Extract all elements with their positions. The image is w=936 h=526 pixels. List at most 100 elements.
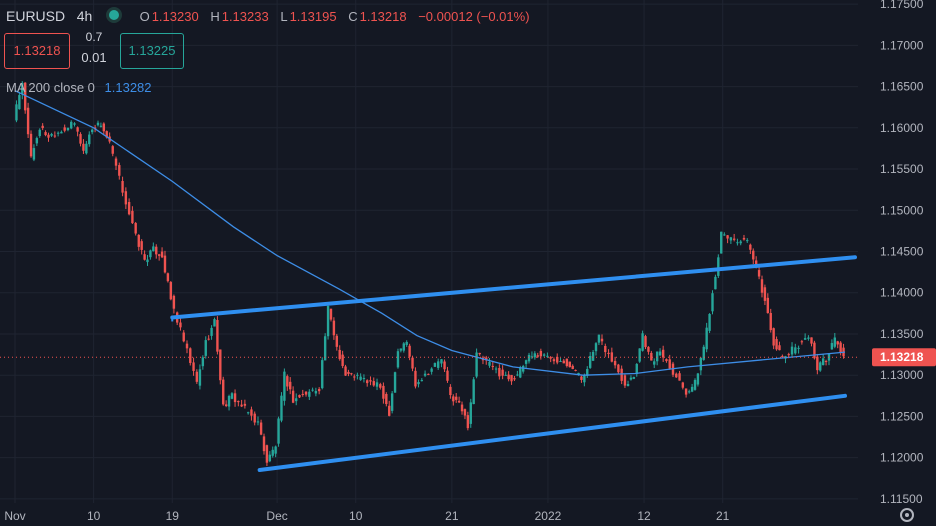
candle-body <box>519 367 522 378</box>
change-value: −0.00012 (−0.01%) <box>418 9 530 24</box>
candle-body <box>44 132 47 136</box>
sell-button[interactable]: 1.13218 <box>4 33 70 69</box>
settings-gear-icon[interactable] <box>900 508 914 522</box>
buy-button[interactable]: 1.13225 <box>120 33 184 69</box>
time-axis-background <box>0 503 936 526</box>
candle-body <box>769 312 772 331</box>
price-tick-label: 1.14000 <box>880 286 924 300</box>
candle-body <box>739 241 742 244</box>
candle-body <box>626 383 630 387</box>
candle-body <box>243 403 247 406</box>
candle-body <box>335 335 339 347</box>
candle-body <box>414 370 417 387</box>
candle-body <box>494 368 498 370</box>
time-tick-label: 10 <box>349 509 363 523</box>
time-tick-label: 2022 <box>535 509 562 523</box>
candle-body <box>742 237 746 240</box>
high-value: 1.13233 <box>221 9 269 24</box>
legend: EURUSD 4h O 1.13230 H 1.13233 L 1.13195 C 1.… <box>6 7 532 24</box>
candle-body <box>597 334 601 343</box>
candle-body <box>623 375 627 386</box>
candle-body <box>222 379 225 405</box>
candle-body <box>268 454 272 462</box>
interval[interactable]: 4h <box>76 8 93 24</box>
candle-body <box>111 146 114 154</box>
candle-body <box>693 379 697 390</box>
symbol-name[interactable]: EURUSD <box>6 8 66 24</box>
candle-body <box>714 276 717 290</box>
candle-body <box>143 254 146 260</box>
price-tick-label: 1.12500 <box>880 409 924 423</box>
ma-200-line <box>14 90 846 376</box>
indicator-label: MA 200 close 0 <box>6 80 95 95</box>
channel-trendline-lower <box>257 393 847 473</box>
candle-body <box>781 355 784 358</box>
candle-body <box>610 352 614 362</box>
last-price-tag-text: 1.13218 <box>880 350 924 364</box>
candle-body <box>800 341 804 343</box>
candle-body <box>491 365 494 367</box>
candle-body <box>353 376 356 378</box>
candle-body <box>824 361 828 363</box>
candle-body <box>510 374 513 382</box>
candle-body <box>121 180 124 193</box>
candle-body <box>195 371 199 382</box>
candle-body <box>304 391 308 395</box>
candle-body <box>613 360 617 366</box>
candle-body <box>63 127 66 131</box>
candle-body <box>807 337 810 339</box>
time-tick-label: 19 <box>166 509 180 523</box>
candle-body <box>102 123 106 132</box>
candle-body <box>457 400 461 403</box>
indicator-legend[interactable]: MA 200 close 0 1.13282 <box>6 80 152 95</box>
candle-body <box>562 360 565 364</box>
candle-body <box>227 395 231 407</box>
candle-body <box>655 351 659 362</box>
price-tick-label: 1.15000 <box>880 203 924 217</box>
candle-body <box>723 234 726 236</box>
candle-body <box>280 395 283 421</box>
candle-body <box>760 279 764 293</box>
candle-body <box>393 372 397 393</box>
candle-body <box>76 127 79 132</box>
candle-body <box>617 364 620 373</box>
candle-body <box>577 372 580 375</box>
candle-body <box>433 363 437 367</box>
candle-body <box>546 355 549 357</box>
candle-body <box>524 360 528 364</box>
price-tick-label: 1.15500 <box>880 162 924 176</box>
candle-body <box>326 305 330 337</box>
close-label: C <box>348 9 358 24</box>
candle-body <box>604 345 607 353</box>
candle-body <box>790 346 794 355</box>
candle-body <box>149 250 152 258</box>
candle-body <box>402 343 405 351</box>
candle-body <box>155 246 158 255</box>
candle-body <box>552 359 556 362</box>
candle-body <box>684 388 688 395</box>
candle-body <box>265 445 269 463</box>
candle-body <box>15 104 18 121</box>
candle-body <box>772 328 775 346</box>
last-price-tag <box>872 348 936 367</box>
candle-body <box>172 295 176 309</box>
candle-body <box>224 404 228 407</box>
candle-body <box>833 337 837 347</box>
candle-body <box>736 242 739 244</box>
candle-body <box>797 347 800 349</box>
candle-body <box>460 404 464 412</box>
candle-body <box>478 352 481 355</box>
candle-body <box>372 381 375 386</box>
time-tick-label: 21 <box>716 509 730 523</box>
candle-body <box>152 246 155 252</box>
candle-body <box>763 287 767 301</box>
candle-body <box>56 132 60 134</box>
candle-body <box>427 373 430 375</box>
candle-body <box>430 368 433 372</box>
candle-body <box>658 351 662 356</box>
candle-body <box>647 346 650 352</box>
candle-body <box>696 373 700 385</box>
candle-body <box>369 380 372 382</box>
